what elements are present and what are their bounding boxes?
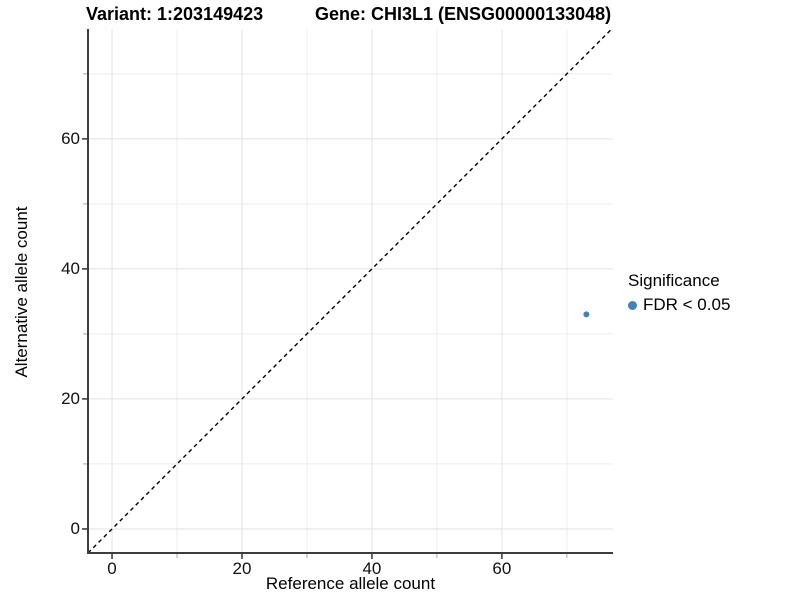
variant-title: Variant: 1:203149423: [86, 4, 264, 24]
legend-item: FDR < 0.05: [628, 295, 730, 315]
gene-title: Gene: CHI3L1 (ENSG00000133048): [315, 4, 612, 24]
legend-item-label: FDR < 0.05: [643, 295, 731, 314]
y-tick-label: 60: [61, 128, 80, 148]
x-tick-label: 60: [492, 559, 512, 578]
y-tick-label: 20: [61, 388, 80, 408]
x-tick-label: 40: [362, 559, 382, 578]
identity-reference-line: [87, 28, 613, 554]
legend-title: Significance: [628, 271, 720, 290]
x-tick-label: 0: [107, 559, 117, 578]
y-tick-label: 0: [70, 518, 80, 538]
x-tick-label: 20: [232, 559, 252, 578]
legend: Significance FDR < 0.05: [628, 271, 730, 315]
x-axis-title: Reference allele count: [265, 574, 436, 593]
data-point: [583, 311, 590, 318]
legend-point-icon: [628, 300, 637, 310]
y-tick-label: 40: [61, 258, 80, 278]
y-axis-title: Alternative allele count: [12, 206, 31, 378]
